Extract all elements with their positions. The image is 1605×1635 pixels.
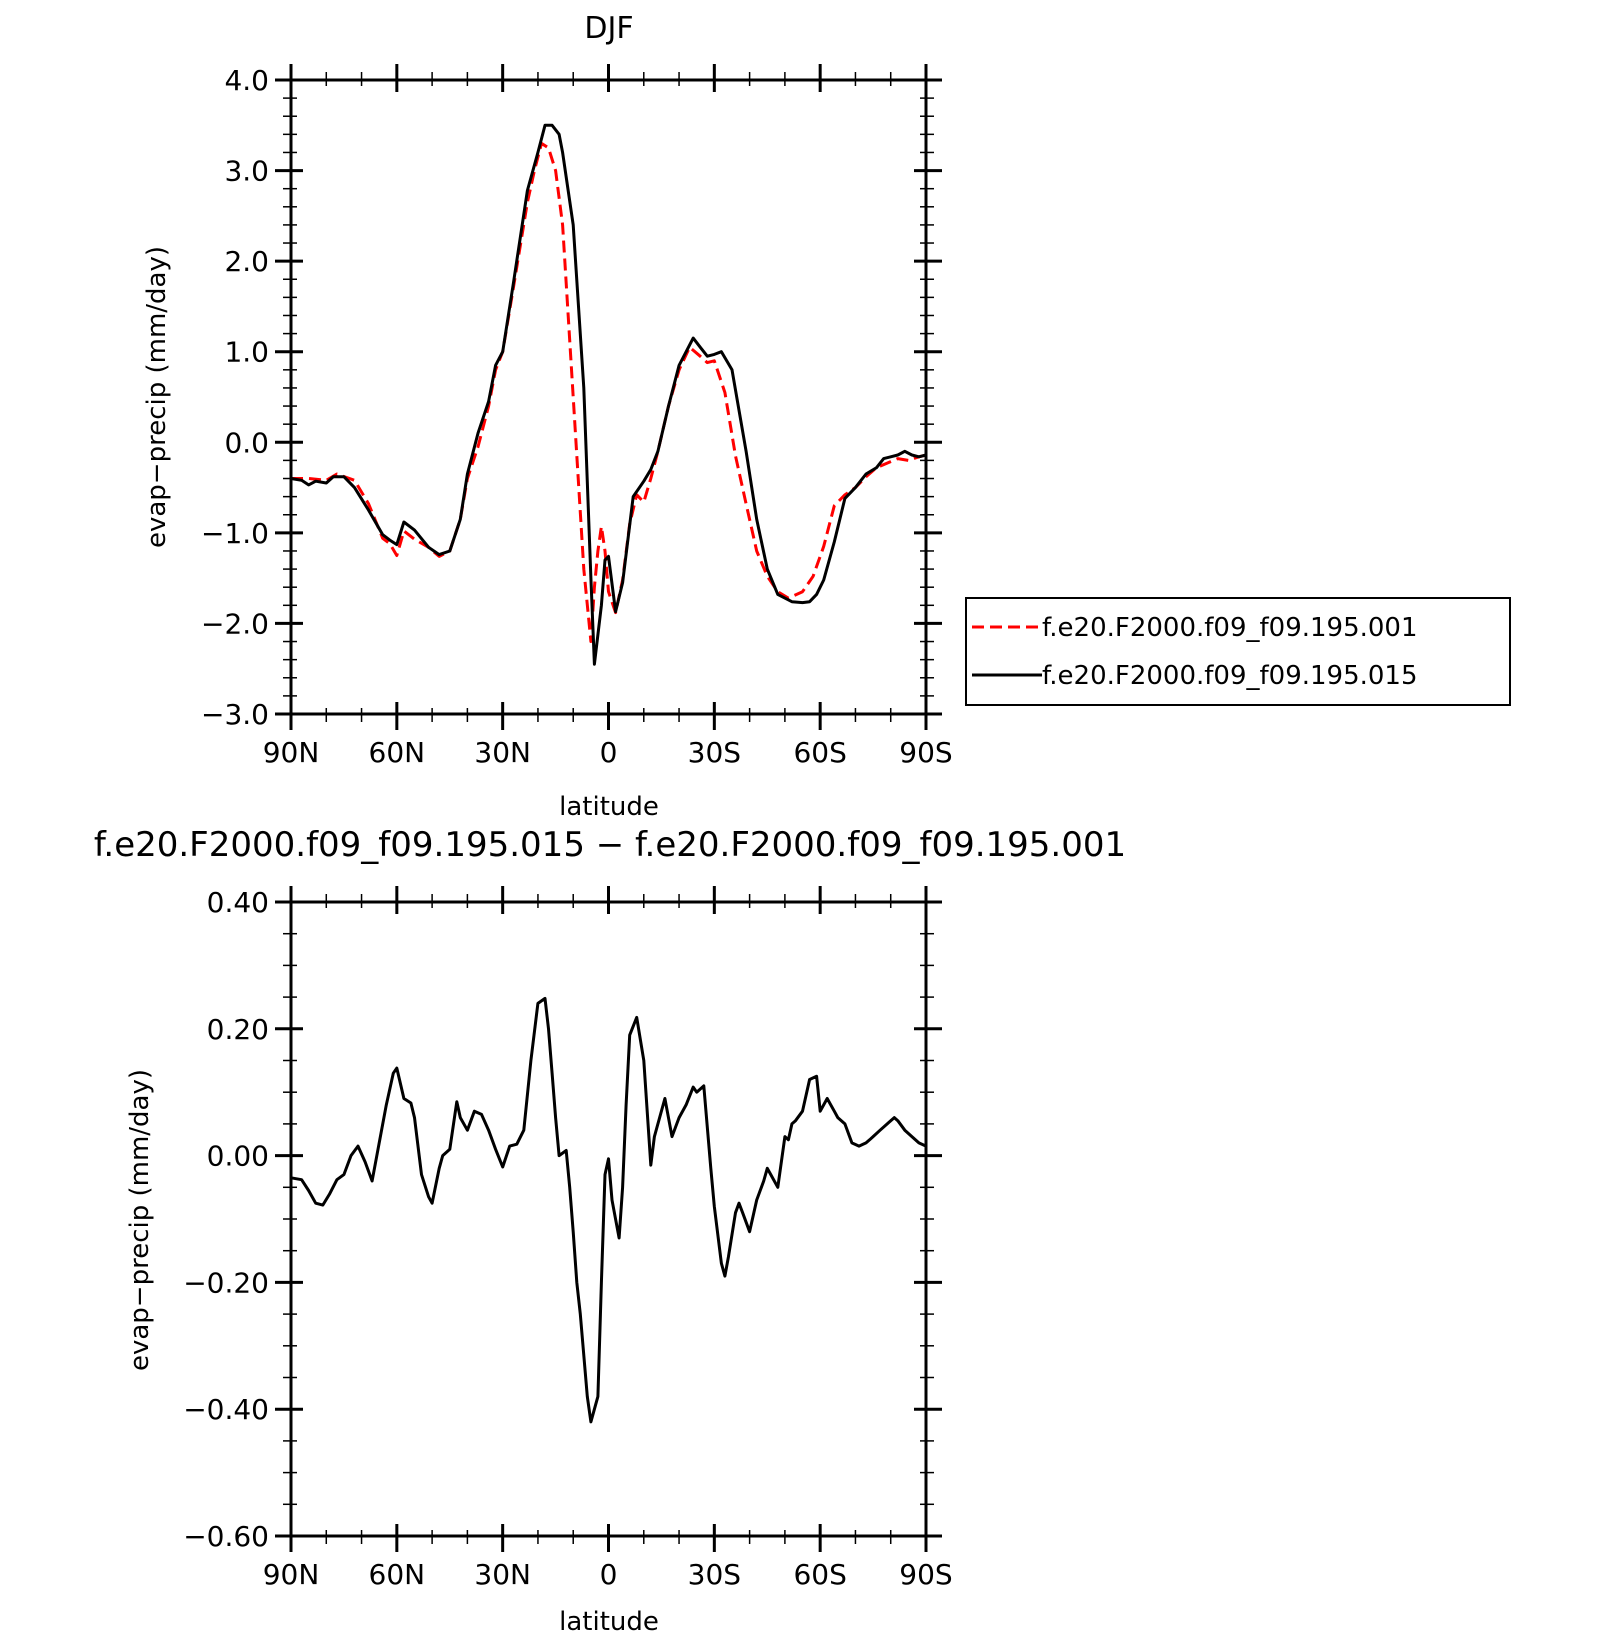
ytick-label: −2.0 [201, 607, 269, 640]
series-line-001 [291, 141, 927, 643]
top-chart-series [290, 123, 927, 666]
ytick-label: 1.0 [224, 336, 269, 369]
legend-label-015: f.e20.F2000.f09_f09.195.015 [1042, 661, 1418, 691]
xtick-label: 30N [474, 736, 531, 769]
bottom-chart-series [290, 996, 927, 1424]
xtick-label: 0 [600, 736, 618, 769]
xtick-label: 60S [793, 736, 846, 769]
ytick-label: −1.0 [201, 517, 269, 550]
ytick-label: 0.40 [207, 886, 269, 919]
xtick-label: 60N [369, 736, 426, 769]
top-chart-ticks [275, 64, 942, 730]
bottom-chart-ytick-labels: −0.60 −0.40 −0.20 0.00 0.20 0.40 [183, 886, 269, 1553]
top-chart-frame [289, 78, 928, 716]
top-chart-panel: DJF −3.0 −2.0 −1.0 0.0 1.0 2.0 3.0 4.0 90N 60N 30… [142, 11, 953, 822]
xtick-label: 0 [600, 1558, 618, 1591]
xtick-label: 60S [793, 1558, 846, 1591]
ytick-label: 2.0 [224, 245, 269, 278]
bottom-chart-xlabel: latitude [559, 1607, 659, 1635]
legend: f.e20.F2000.f09_f09.195.001 f.e20.F2000.… [965, 597, 1511, 706]
bottom-chart-panel: f.e20.F2000.f09_f09.195.015 − f.e20.F200… [94, 825, 1126, 1635]
ytick-label: 0.20 [207, 1013, 269, 1046]
series-line-015 [290, 123, 927, 666]
bottom-chart-title: f.e20.F2000.f09_f09.195.015 − f.e20.F200… [94, 825, 1126, 865]
xtick-label: 30S [688, 1558, 741, 1591]
xtick-label: 90N [263, 1558, 320, 1591]
bottom-chart-ticks [275, 886, 942, 1552]
legend-box [965, 597, 1511, 706]
top-chart-ytick-labels: −3.0 −2.0 −1.0 0.0 1.0 2.0 3.0 4.0 [201, 64, 269, 731]
xtick-label: 90S [899, 736, 952, 769]
xtick-label: 90S [899, 1558, 952, 1591]
ytick-label: 0.00 [207, 1140, 269, 1173]
top-chart-title: DJF [584, 11, 633, 46]
xtick-label: 30S [688, 736, 741, 769]
ytick-label: −0.40 [183, 1393, 269, 1426]
xtick-label: 90N [263, 736, 320, 769]
top-chart-xtick-labels: 90N 60N 30N 0 30S 60S 90S [263, 736, 953, 769]
legend-label-001: f.e20.F2000.f09_f09.195.001 [1042, 613, 1418, 643]
bottom-chart-xtick-labels: 90N 60N 30N 0 30S 60S 90S [263, 1558, 953, 1591]
xtick-label: 60N [369, 1558, 426, 1591]
ytick-label: 0.0 [224, 426, 269, 459]
ytick-label: −0.60 [183, 1520, 269, 1553]
top-chart-ylabel: evap−precip (mm/day) [142, 246, 172, 548]
ytick-label: 4.0 [224, 64, 269, 97]
top-chart-xlabel: latitude [559, 792, 659, 822]
series-line-diff [290, 996, 927, 1424]
ytick-label: −0.20 [183, 1266, 269, 1299]
bottom-chart-ylabel: evap−precip (mm/day) [125, 1069, 155, 1371]
ytick-label: −3.0 [201, 698, 269, 731]
bottom-chart-frame [289, 900, 928, 1538]
xtick-label: 30N [474, 1558, 531, 1591]
ytick-label: 3.0 [224, 155, 269, 188]
